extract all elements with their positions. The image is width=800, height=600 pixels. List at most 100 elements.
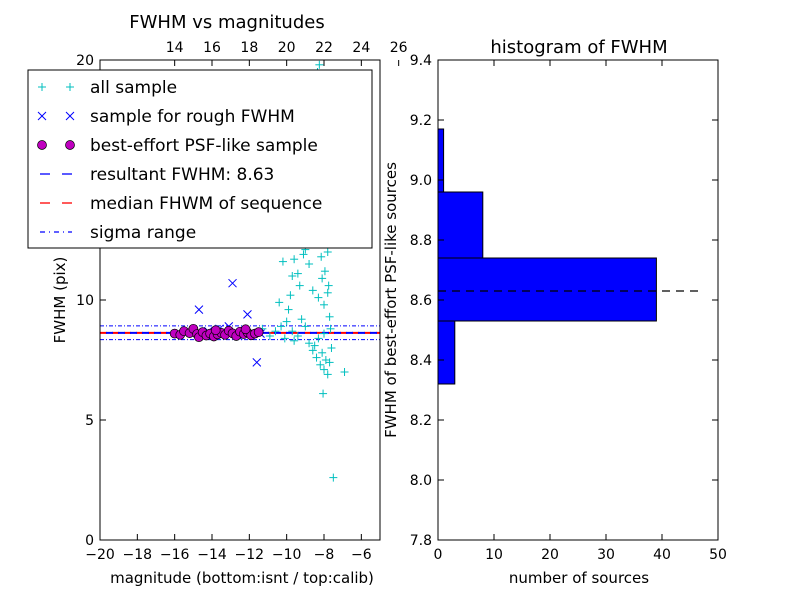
scatter-point-s0-35 [323,248,332,256]
scatter-point-s0-57 [278,257,287,266]
scatter-point-s0-5 [280,334,289,343]
scatter-point-s0-29 [318,274,327,283]
legend-item-1: sample for rough FWHM [37,107,295,127]
scatter-top-tick-label-4: 22 [315,40,333,56]
scatter-point-s0-43 [308,346,317,355]
scatter-point-s0-48 [320,365,328,374]
hist-y-tick-label-4: 8.6 [410,293,432,309]
scatter-x-tick-label-5: −10 [272,547,302,563]
scatter-x-tick-label-1: −18 [123,547,153,563]
scatter-point-s0-7 [284,305,293,314]
legend-marker-2-a [37,140,47,150]
histogram-bars [437,128,657,385]
scatter-top-tick-label-2: 18 [240,40,258,56]
legend-marker-1-b [65,111,75,121]
scatter-point-s0-36 [324,281,333,290]
legend-label-5: sigma range [90,223,196,243]
scatter-point-s0-70 [323,288,332,297]
scatter-point-s2-24 [210,325,221,336]
scatter-point-s0-40 [293,332,302,340]
scatter-y-tick-label-2: 10 [76,293,94,309]
scatter-point-s0-9 [288,272,297,280]
scatter-point-s0-54 [310,341,319,350]
hist-y-tick-label-1: 8.0 [410,473,432,489]
scatter-point-s0-20 [308,286,317,295]
scatter-x-tick-label-6: −8 [314,547,335,563]
legend-marker-2-b [65,140,75,150]
histogram-bar-3 [437,128,445,193]
legend-label-4: median FHWM of sequence [90,194,322,214]
histogram-ticks: 0 10 20 30 40 50 7.8 8.0 8.2 8.4 8.6 8.8 9.0 9.2 9.4 [410,53,727,563]
scatter-point-s1-3 [252,358,262,367]
scatter-top-tick-label-3: 20 [278,40,296,56]
hist-x-tick-label-0: 0 [434,547,443,563]
scatter-point-s0-6 [282,317,291,326]
scatter-y-tick-label-0: 0 [85,533,94,549]
scatter-top-tick-label-0: 14 [166,40,184,56]
scatter-point-s0-67 [299,250,308,259]
scatter-point-s0-50 [323,370,332,379]
scatter-point-s0-45 [314,334,323,343]
scatter-point-s0-13 [295,281,304,290]
scatter-point-s1-1-b [228,278,237,288]
legend-items: all sample sample for rough FWHM best-effo… [37,78,322,243]
scatter-point-s0-55 [297,315,306,324]
hist-y-tick-label-7: 9.2 [410,113,432,129]
scatter-point-s0-8 [286,291,295,300]
scatter-point-s0-12 [293,269,302,278]
scatter-title: FWHM vs magnitudes [129,12,324,33]
legend-box [27,69,373,249]
scatter-point-s0-26 [315,60,324,69]
legend-label-3: resultant FWHM: 8.63 [90,165,274,185]
scatter-point-s0-53 [319,389,328,398]
legend-item-3: resultant FWHM: 8.63 [40,165,274,185]
histogram-x-axis-label: number of sources [509,569,649,587]
hist-x-tick-label-4: 40 [653,547,671,563]
legend-marker-1-a-b [37,111,47,121]
hist-y-tick-label-3: 8.4 [410,353,432,369]
scatter-point-s0-44 [312,353,321,362]
hist-y-tick-label-2: 8.2 [410,413,432,429]
histogram-panel: 0 10 20 30 40 50 7.8 8.0 8.2 8.4 8.6 8.8 9.0 9.2 9.4 h… [382,37,727,587]
scatter-point-s0-38 [326,324,335,333]
hist-y-tick-label-6: 9.0 [410,173,432,189]
scatter-point-s0-31 [320,300,328,309]
legend-label-1: sample for rough FWHM [90,107,295,127]
scatter-point-s0-56 [290,336,299,345]
hist-y-tick-label-5: 8.8 [410,233,432,249]
legend-item-0: all sample [38,78,177,98]
scatter-point-s0-42 [305,339,314,348]
scatter-x-tick-label-0: −20 [85,547,115,563]
hist-x-tick-label-3: 30 [597,547,615,563]
scatter-point-s0-10 [290,255,299,264]
scatter-point-s0-51 [325,358,334,367]
legend-item-2: best-effort PSF-like sample [37,136,318,156]
scatter-point-s0-37 [325,312,334,321]
scatter-point-s1-0-b [194,305,204,314]
legend-marker-1-a [37,111,47,121]
scatter-point-s0-72 [329,473,338,482]
scatter-x-tick-label-4: −12 [235,547,265,563]
scatter-ticks: −20−18−16−14−12−10−8−6051015201416182022… [76,40,407,563]
legend-marker-0-a [38,83,46,91]
scatter-point-s0-47 [318,348,327,357]
scatter-point-s0-32 [320,267,329,276]
histogram-bar-2 [437,191,484,259]
histogram-title: histogram of FWHM [490,37,667,58]
legend-marker-0-b [66,83,74,91]
scatter-x-tick-label-7: −6 [351,547,372,563]
scatter-point-s0-58 [275,298,284,307]
histogram-bar-1 [437,257,657,322]
hist-x-tick-label-2: 20 [541,547,559,563]
scatter-point-s1-0 [194,305,204,314]
legend-marker-1-b-b [65,111,75,121]
scatter-x-tick-label-3: −14 [197,547,227,563]
scatter-point-s0-3 [271,327,280,336]
scatter-point-s0-68 [314,293,323,302]
legend-item-5: sigma range [40,223,196,243]
scatter-legend: all sample sample for rough FWHM best-effo… [27,69,373,249]
scatter-point-s0-28 [317,252,326,261]
scatter-point-s0-2 [265,332,274,340]
scatter-point-s0-18 [305,260,314,268]
